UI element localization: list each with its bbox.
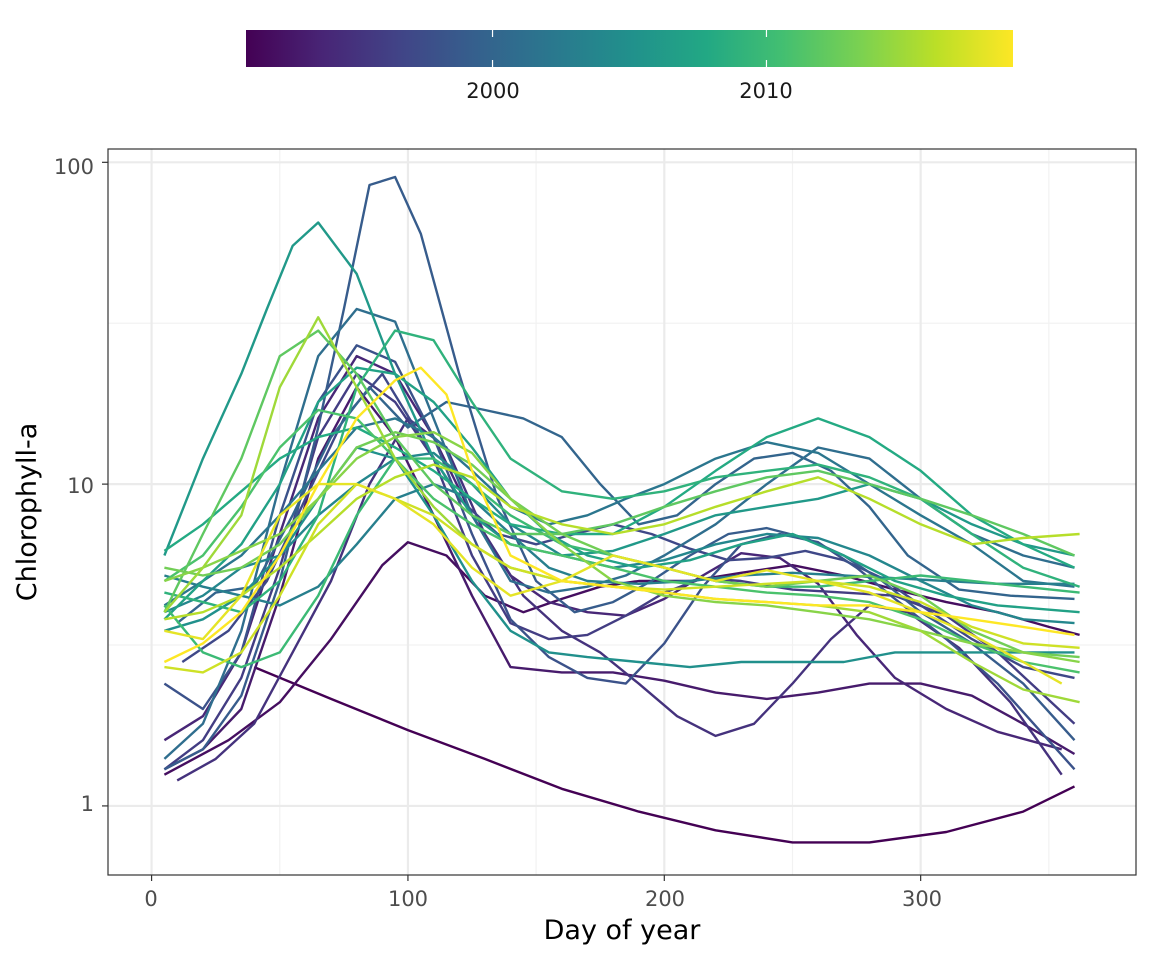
y-axis-title: Chlorophyll-a xyxy=(12,423,43,602)
data-series xyxy=(163,175,1080,844)
x-tick-label-200: 200 xyxy=(645,887,685,911)
plot-panel xyxy=(107,148,1137,876)
series-line-2016 xyxy=(164,463,1080,621)
series-line-2000 xyxy=(176,386,1075,625)
series-line-1991 xyxy=(253,665,1076,844)
series-line-2011 xyxy=(163,408,1080,674)
axes: 0 100 200 300 1 10 100 Day of year Chlor… xyxy=(12,155,942,946)
colorbar-ticks xyxy=(491,30,768,67)
x-tick-label-100: 100 xyxy=(388,887,428,911)
series-line-2005 xyxy=(164,446,1075,669)
y-tick-label-100: 100 xyxy=(54,155,94,179)
series-line-2001 xyxy=(163,307,1075,760)
colorbar-label-2000: 2000 xyxy=(466,79,519,103)
panel-border xyxy=(107,148,1137,876)
y-tick-label-10: 10 xyxy=(67,474,94,498)
colorbar xyxy=(246,30,1013,67)
x-axis-title: Day of year xyxy=(544,915,702,946)
colorbar-label-2010: 2010 xyxy=(739,79,792,103)
x-tick-label-300: 300 xyxy=(902,887,942,911)
series-line-1998 xyxy=(163,344,1076,771)
series-line-2014 xyxy=(164,431,1080,664)
series-line-2002 xyxy=(163,417,1075,607)
series-line-1992 xyxy=(163,541,1080,776)
series-line-2019 xyxy=(163,366,1075,664)
series-line-2003 xyxy=(164,482,1075,607)
colorbar-legend: 2000 2010 xyxy=(246,30,1013,103)
series-line-2013 xyxy=(164,431,1080,659)
series-line-2009 xyxy=(164,329,1080,614)
y-tick-label-1: 1 xyxy=(81,792,94,816)
x-tick-label-0: 0 xyxy=(144,887,157,911)
series-line-1994 xyxy=(163,354,1063,751)
